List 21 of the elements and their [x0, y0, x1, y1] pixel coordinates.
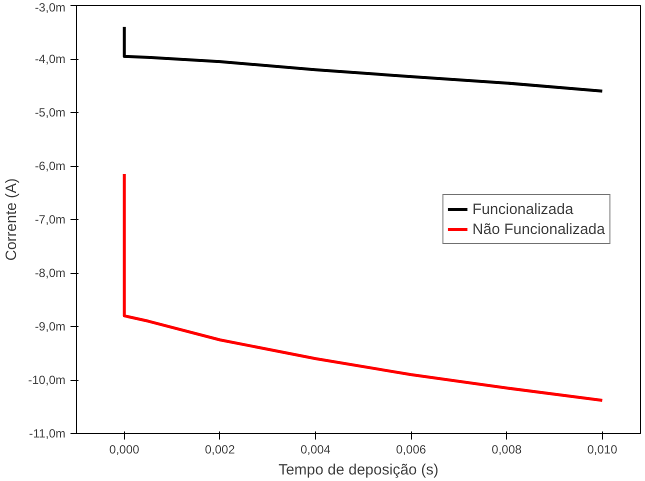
legend-label: Funcionalizada [472, 200, 574, 218]
legend-label: Não Funcionalizada [472, 220, 605, 238]
y-tick-label: -5,0m [34, 106, 66, 120]
y-axis-title: Corrente (A) [3, 178, 20, 261]
y-tick-label: -4,0m [34, 52, 66, 66]
x-tick-label: 0,004 [300, 442, 331, 456]
y-tick-label: -8,0m [34, 266, 66, 280]
y-tick-label: -10,0m [28, 373, 66, 387]
y-tick-label: -11,0m [29, 426, 66, 440]
x-tick-label: 0,002 [204, 442, 236, 456]
x-tick-label: 0,010 [587, 442, 618, 456]
y-tick-label: -6,0m [34, 159, 66, 173]
x-tick-label: 0,008 [492, 442, 522, 456]
y-tick-label: -3,0m [34, 0, 66, 14]
x-axis-title: Tempo de deposição (s) [278, 462, 439, 478]
line-series [122, 172, 604, 402]
line-series [122, 25, 604, 93]
y-tick-label: -7,0m [34, 212, 66, 226]
y-tick-label: -9,0m [34, 320, 66, 334]
x-tick-label: 0,000 [109, 442, 140, 456]
x-tick-label: 0,006 [396, 442, 426, 456]
